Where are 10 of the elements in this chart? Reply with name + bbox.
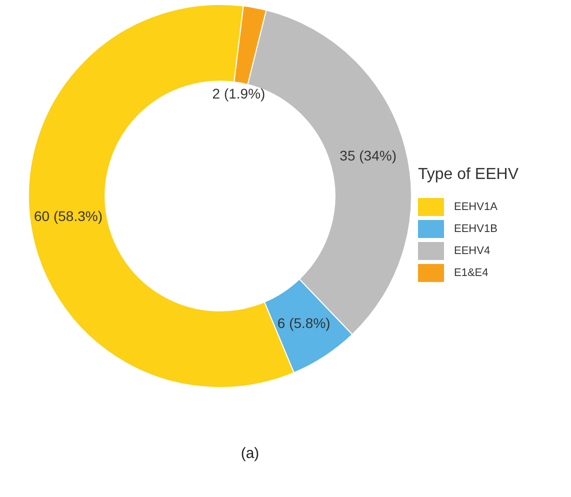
data-label: 60 (58.3%) [34,208,102,224]
legend-title: Type of EEHV [418,166,518,184]
legend-label: EEHV1B [454,223,498,235]
data-label: 35 (34%) [340,148,396,164]
legend-label: EEHV4 [454,245,490,257]
data-label: 2 (1.9%) [212,86,266,102]
data-label: 6 (5.8%) [277,315,330,332]
legend-label: E1&E4 [454,267,488,279]
text: (a) [240,445,260,462]
legend-label: EEHV1A [454,201,498,213]
